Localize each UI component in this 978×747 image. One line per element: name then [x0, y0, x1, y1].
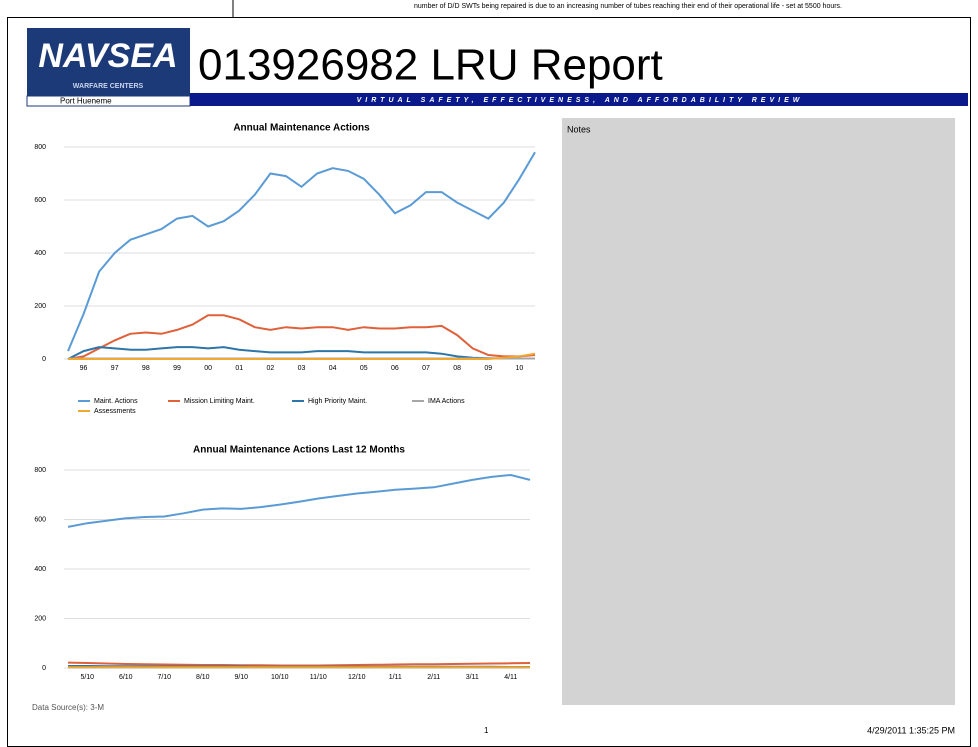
- data-source: Data Source(s): 3-M: [32, 703, 104, 712]
- x-tick-label: 96: [80, 365, 88, 372]
- x-tick-label: 11/10: [310, 674, 327, 681]
- series-line: [67, 314, 536, 360]
- chart-title: Annual Maintenance Actions Last 12 Month…: [193, 445, 405, 456]
- y-tick-label: 0: [42, 356, 46, 363]
- report-title: 013926982 LRU Report: [198, 41, 663, 90]
- x-tick-label: 98: [142, 365, 150, 372]
- location: Port Hueneme: [60, 97, 112, 106]
- page-number: 1: [484, 726, 489, 735]
- legend-label: Mission Limiting Maint.: [184, 398, 255, 405]
- x-tick-label: 08: [453, 365, 461, 372]
- legend-label: IMA Actions: [428, 398, 465, 405]
- x-tick-label: 3/11: [466, 674, 479, 681]
- logo-box: [27, 28, 190, 96]
- x-tick-label: 09: [484, 365, 492, 372]
- x-tick-label: 03: [298, 365, 306, 372]
- legend-label: Maint. Actions: [94, 398, 138, 405]
- y-tick-label: 600: [34, 516, 46, 523]
- y-tick-label: 400: [34, 566, 46, 573]
- banner-text: VIRTUAL SAFETY, EFFECTIVENESS, AND AFFOR…: [357, 97, 804, 104]
- series-line: [67, 151, 536, 352]
- x-tick-label: 10/10: [271, 674, 289, 681]
- banner: [190, 93, 968, 106]
- x-tick-label: 7/10: [157, 674, 171, 681]
- x-tick-label: 12/10: [348, 674, 366, 681]
- legend-label: Assessments: [94, 408, 136, 415]
- x-tick-label: 02: [266, 365, 274, 372]
- x-tick-label: 06: [391, 365, 399, 372]
- x-tick-label: 1/11: [389, 674, 402, 681]
- timestamp: 4/29/2011 1:35:25 PM: [867, 725, 955, 735]
- x-tick-label: 04: [329, 365, 337, 372]
- series-line: [67, 661, 531, 667]
- y-tick-label: 0: [42, 665, 46, 672]
- x-tick-label: 9/10: [234, 674, 248, 681]
- logo-sub: WARFARE CENTERS: [73, 83, 144, 90]
- chart-title: Annual Maintenance Actions: [233, 123, 370, 134]
- x-tick-label: 10: [516, 365, 524, 372]
- notes-title: Notes: [567, 124, 591, 134]
- x-tick-label: 05: [360, 365, 368, 372]
- x-tick-label: 99: [173, 365, 181, 372]
- y-tick-label: 200: [34, 615, 46, 622]
- x-tick-label: 07: [422, 365, 430, 372]
- x-tick-label: 5/10: [80, 674, 94, 681]
- y-tick-label: 400: [34, 250, 46, 257]
- top-note: number of D/D SWTs being repaired is due…: [414, 3, 842, 10]
- legend-label: High Priority Maint.: [308, 398, 367, 405]
- x-tick-label: 8/10: [196, 674, 210, 681]
- x-tick-label: 4/11: [504, 674, 517, 681]
- x-tick-label: 6/10: [119, 674, 133, 681]
- series-line: [67, 346, 535, 360]
- x-tick-label: 00: [204, 365, 212, 372]
- x-tick-label: 97: [111, 365, 119, 372]
- notes-panel: [562, 118, 955, 705]
- logo: NAVSEA: [38, 37, 177, 75]
- y-tick-label: 600: [34, 197, 46, 204]
- series-line: [68, 352, 536, 360]
- y-tick-label: 200: [34, 303, 46, 310]
- x-tick-label: 2/11: [427, 674, 440, 681]
- y-tick-label: 800: [34, 144, 46, 151]
- series-line: [67, 473, 531, 528]
- y-tick-label: 800: [34, 467, 46, 474]
- x-tick-label: 01: [235, 365, 243, 372]
